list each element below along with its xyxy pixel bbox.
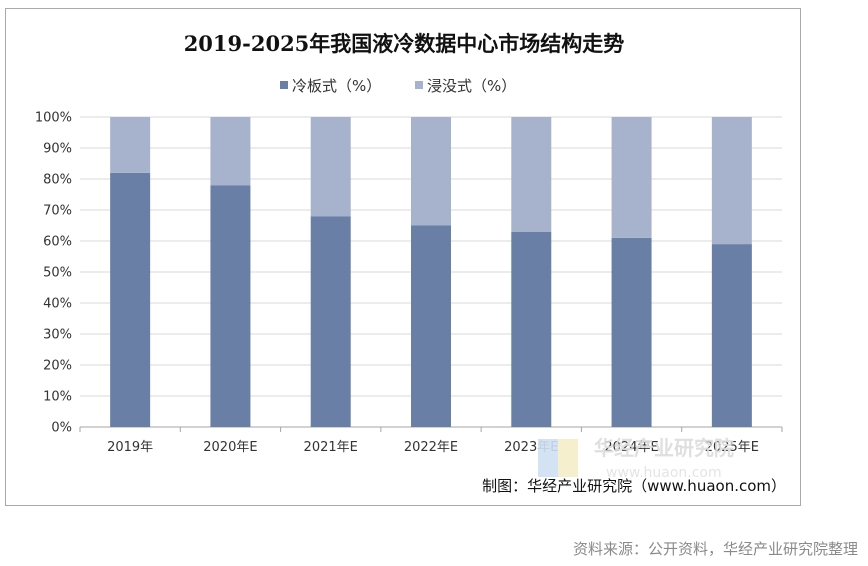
legend: 冷板式（%） 浸没式（%） [280, 77, 516, 95]
x-tick-label: 2025年E [705, 440, 759, 455]
bar-cold-plate [711, 244, 752, 427]
watermark-name: 华经产业研究院 [594, 436, 734, 460]
bar-cold-plate [210, 185, 251, 427]
watermark-logo-blue [538, 439, 558, 477]
legend-swatch-immersion [415, 81, 423, 89]
y-axis-ticks: 0% 10% 20% 30% 40% 50% 60% 70% 80% 90% 100% [35, 111, 72, 436]
source-note: 资料来源：公开资料，华经产业研究院整理 [572, 540, 858, 558]
x-tick-label: 2021年E [304, 440, 358, 455]
x-axis-ticks: 2019年 2020年E 2021年E 2022年E 2023年E 2024年E 2025年… [79, 427, 783, 455]
y-tick-label: 40% [43, 297, 72, 312]
y-tick-label: 70% [43, 204, 72, 219]
bar-cold-plate [110, 172, 151, 427]
y-tick-label: 30% [43, 328, 72, 343]
watermark: 华经产业研究院 www.huaon.com [538, 436, 734, 481]
bar-cold-plate [511, 231, 552, 427]
x-tick-label: 2019年 [107, 440, 153, 455]
y-tick-label: 100% [35, 111, 72, 126]
bar-immersion [511, 117, 552, 232]
chart-frame: 2019-2025年我国液冷数据中心市场结构走势 冷板式（%） 浸没式（%） 0… [5, 8, 801, 506]
bar-immersion [110, 117, 151, 173]
bar-immersion [411, 117, 451, 226]
bar-immersion [611, 117, 652, 238]
bar-cold-plate [310, 216, 351, 427]
y-tick-label: 80% [43, 173, 72, 188]
y-tick-label: 90% [43, 142, 72, 157]
bars [110, 117, 752, 427]
y-tick-label: 0% [51, 421, 72, 436]
watermark-logo-yellow [558, 439, 578, 477]
legend-label-immersion: 浸没式（%） [427, 77, 516, 95]
watermark-url: www.huaon.com [606, 465, 722, 481]
bar-immersion [310, 117, 351, 217]
x-tick-label: 2020年E [203, 440, 257, 455]
y-tick-label: 50% [43, 266, 72, 281]
legend-swatch-cold-plate [280, 81, 288, 89]
y-tick-label: 10% [43, 390, 72, 405]
x-tick-label: 2024年E [604, 440, 658, 455]
legend-label-cold-plate: 冷板式（%） [292, 77, 381, 95]
chart-credit: 制图：华经产业研究院（www.huaon.com） [482, 477, 786, 495]
y-tick-label: 60% [43, 235, 72, 250]
bar-cold-plate [411, 225, 451, 427]
bar-cold-plate [611, 237, 652, 427]
chart-title: 2019-2025年我国液冷数据中心市场结构走势 [184, 31, 625, 56]
bar-immersion [711, 117, 752, 245]
x-tick-label: 2022年E [404, 440, 458, 455]
chart-canvas: 2019-2025年我国液冷数据中心市场结构走势 冷板式（%） 浸没式（%） 0… [35, 31, 786, 495]
y-tick-label: 20% [43, 359, 72, 374]
bar-immersion [210, 117, 251, 186]
